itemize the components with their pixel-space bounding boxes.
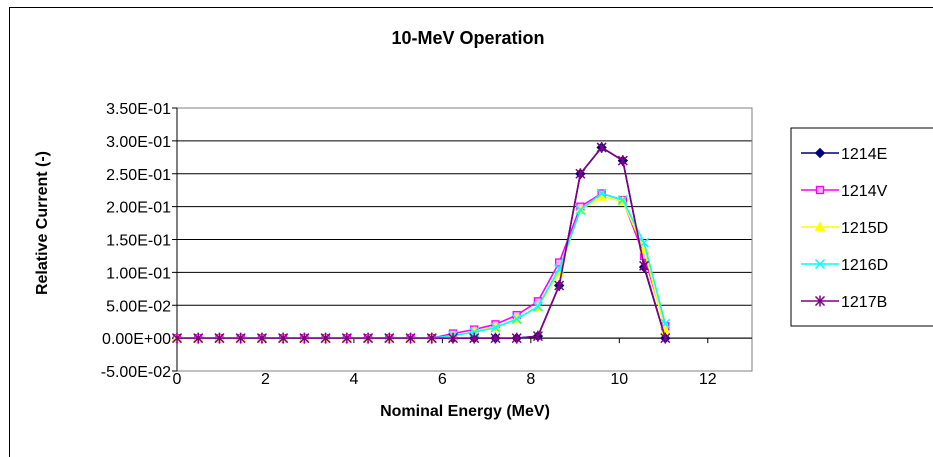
series-line-1215D — [177, 195, 667, 339]
point-1217B-18 — [554, 280, 565, 292]
point-1217B-20 — [596, 141, 607, 153]
legend-label: 1215D — [841, 220, 888, 237]
point-1217B-10 — [384, 332, 395, 344]
point-1217B-16 — [511, 332, 522, 344]
legend-marker-1215D — [814, 221, 826, 231]
point-1216D-15 — [490, 322, 501, 333]
point-1216D-20 — [596, 188, 607, 199]
legend-label: 1216D — [841, 257, 888, 274]
point-1217B-6 — [299, 332, 310, 344]
y-tick-label: 0.00E+00 — [102, 331, 171, 348]
point-1217B-21 — [617, 155, 628, 167]
y-tick-label: 1.50E-01 — [106, 233, 171, 250]
point-1217B-7 — [320, 332, 331, 344]
point-1217B-15 — [490, 332, 501, 344]
point-1217B-8 — [341, 332, 352, 344]
point-1217B-0 — [171, 332, 183, 344]
point-1217B-23 — [660, 332, 671, 344]
point-1217B-17 — [532, 330, 543, 342]
point-1217B-11 — [405, 332, 416, 344]
y-axis-title: Relative Current (-) — [34, 151, 51, 295]
point-1217B-1 — [193, 332, 204, 344]
series-line-1216D — [177, 192, 667, 339]
legend-marker-1216D — [814, 258, 826, 270]
point-1217B-14 — [469, 332, 480, 344]
y-tick-label: 3.00E-01 — [106, 134, 171, 151]
x-tick-label: 0 — [173, 371, 182, 388]
y-tick-label: 5.00E-02 — [106, 298, 171, 315]
y-tick-label: -5.00E-02 — [101, 364, 171, 381]
chart-title: 10-MeV Operation — [391, 28, 544, 48]
x-tick-label: 4 — [349, 371, 358, 388]
x-tick-label: 8 — [526, 371, 535, 388]
y-tick-label: 1.00E-01 — [106, 265, 171, 282]
x-tick-label: 12 — [699, 371, 717, 388]
plot-area: -5.00E-02 0.00E+00 5.00E-02 1.00E-01 1.50E-0… — [101, 101, 753, 388]
point-1217B-13 — [447, 332, 459, 344]
series-line-1217B — [177, 146, 667, 339]
y-tick-label: 2.50E-01 — [106, 167, 171, 184]
point-1217B-9 — [363, 332, 374, 344]
point-1217B-3 — [235, 332, 246, 344]
point-1216D-17 — [532, 301, 543, 312]
point-1217B-19 — [575, 168, 586, 180]
y-tick-label: 3.50E-01 — [106, 101, 171, 118]
x-axis-title: Nominal Energy (MeV) — [380, 403, 550, 420]
y-tick-label: 2.00E-01 — [106, 200, 171, 217]
point-1217B-12 — [426, 332, 437, 344]
legend: 1214E 1214V 1215D 1216D 1217B — [790, 127, 933, 327]
point-1217B-22 — [639, 260, 650, 272]
legend-label: 1217B — [841, 294, 887, 311]
point-1217B-4 — [256, 332, 267, 344]
legend-marker-1217B — [814, 295, 826, 307]
point-1217B-5 — [278, 332, 289, 344]
point-1216D-22 — [639, 237, 650, 248]
legend-marker-1214E — [814, 147, 826, 159]
point-1216D-19 — [575, 204, 586, 215]
point-1216D-16 — [511, 314, 522, 325]
legend-label: 1214V — [841, 183, 888, 200]
legend-marker-1214V — [815, 185, 825, 195]
chart-frame — [9, 7, 933, 457]
series-line-1214E — [177, 146, 667, 339]
x-tick-label: 2 — [261, 371, 270, 388]
series-line-1214V — [177, 192, 667, 339]
legend-label: 1214E — [841, 146, 887, 163]
point-1217B-2 — [214, 332, 225, 344]
x-tick-label: 10 — [610, 371, 628, 388]
x-tick-label: 6 — [438, 371, 447, 388]
point-1216D-21 — [617, 195, 628, 206]
